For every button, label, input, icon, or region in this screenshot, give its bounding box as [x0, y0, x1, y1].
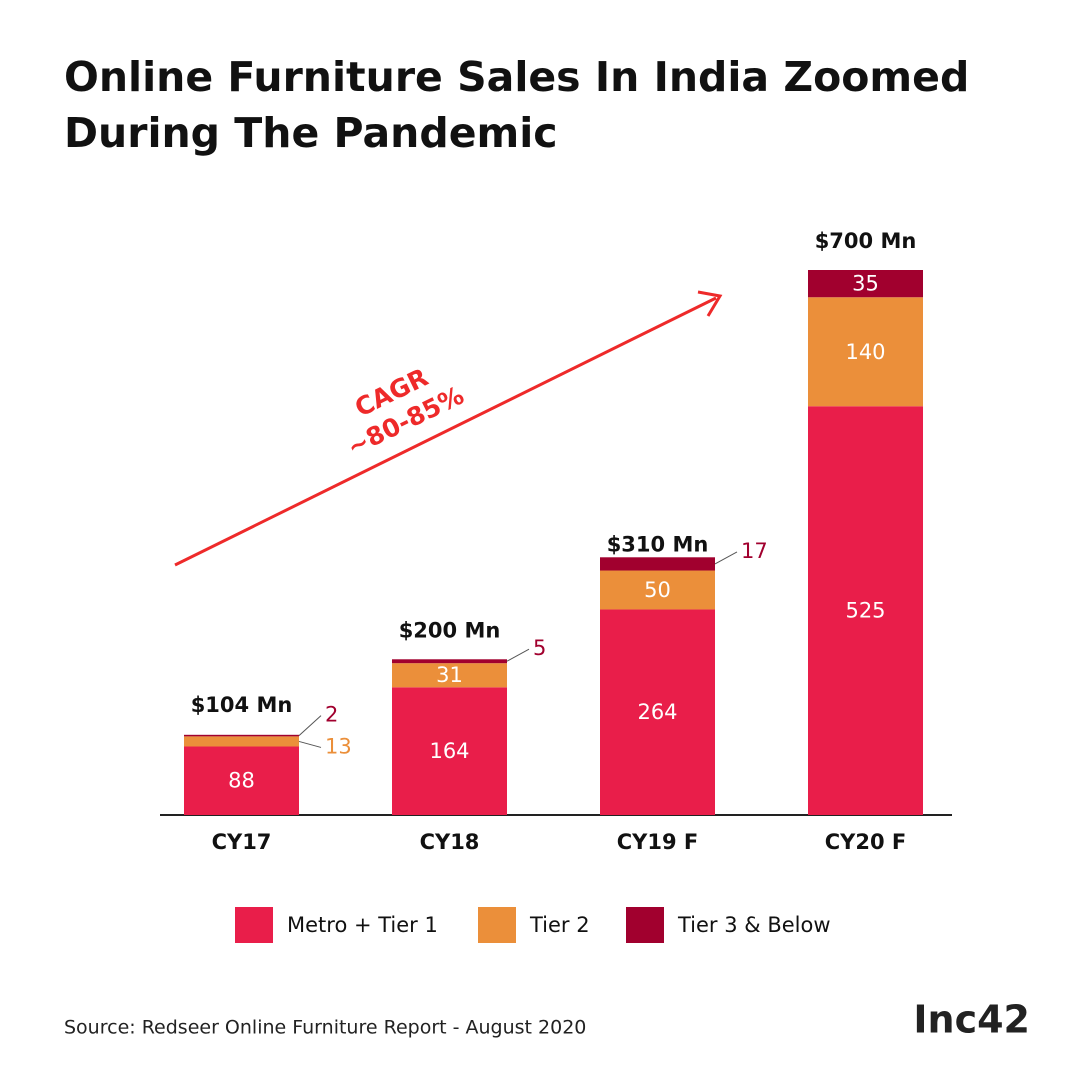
legend-swatch [478, 907, 516, 943]
legend-label: Tier 2 [529, 913, 590, 937]
leader-line [298, 715, 322, 736]
legend-swatch [626, 907, 664, 943]
total-label: $310 Mn [607, 533, 709, 557]
bar-segment [808, 297, 923, 407]
bar-segment [600, 570, 715, 610]
bar-segment [392, 687, 507, 815]
x-tick-label: CY17 [212, 830, 272, 854]
legend-swatch [235, 907, 273, 943]
total-label: $700 Mn [815, 229, 917, 253]
total-label: $200 Mn [399, 618, 501, 642]
bar-segment [600, 557, 715, 571]
data-label: 88 [228, 769, 255, 793]
x-tick-label: CY19 F [617, 830, 699, 854]
data-label: 164 [429, 739, 469, 763]
data-label: 525 [845, 599, 885, 623]
bar-segment [600, 609, 715, 815]
chart-title: During The Pandemic [64, 109, 558, 157]
x-tick-label: CY18 [420, 830, 480, 854]
source: Source: Redseer Online Furniture Report … [64, 1017, 586, 1039]
bar-segment [392, 663, 507, 688]
data-label: 35 [852, 272, 879, 296]
leader-line [298, 740, 322, 748]
total-label: $104 Mn [191, 693, 293, 717]
data-label: 17 [741, 539, 768, 563]
logo: Inc42 [913, 998, 1030, 1042]
bar-segment [808, 270, 923, 298]
bar-segment [392, 659, 507, 664]
data-label: 50 [644, 578, 671, 602]
bar-segment [808, 406, 923, 815]
data-label: 140 [845, 340, 885, 364]
bar-segment [184, 736, 299, 747]
legend-label: Metro + Tier 1 [287, 913, 438, 937]
chart-title: Online Furniture Sales In India Zoomed [64, 53, 969, 101]
data-label: 13 [325, 734, 352, 758]
cagr-arrow [174, 296, 717, 567]
data-label: 31 [436, 663, 463, 687]
bar-segment [184, 746, 299, 815]
data-label: 264 [637, 700, 677, 724]
leader-line [714, 551, 738, 565]
leader-line [506, 648, 530, 662]
data-label: 5 [533, 636, 546, 660]
cagr-arrow-head [697, 290, 723, 317]
data-label: 2 [325, 703, 338, 727]
x-tick-label: CY20 F [825, 830, 907, 854]
bar-segment [184, 734, 299, 737]
legend-label: Tier 3 & Below [677, 913, 831, 937]
